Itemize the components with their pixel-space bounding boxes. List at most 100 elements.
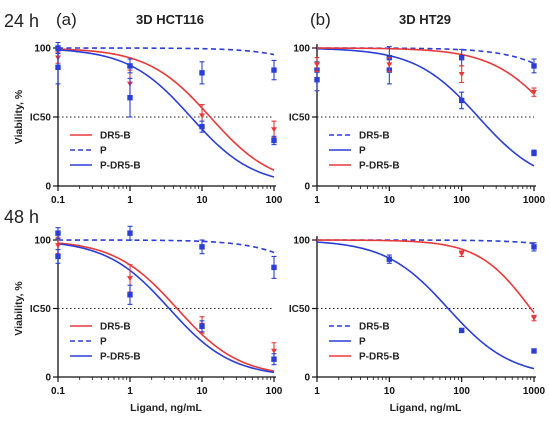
x-tick-label: 10 xyxy=(196,386,208,397)
panel-letter-b: (b) xyxy=(310,10,331,29)
data-point-p xyxy=(531,150,537,156)
x-tick-label: 10 xyxy=(196,195,208,206)
legend-label-p: P xyxy=(100,146,107,157)
x-tick-label: 100 xyxy=(266,386,283,397)
fit-curve-p-dr5-b xyxy=(316,47,535,95)
data-point-p-dr5-b xyxy=(271,356,277,362)
legend-label-p-dr5-b: P-DR5-B xyxy=(100,161,141,172)
data-point-p xyxy=(55,45,61,51)
data-point-p xyxy=(314,77,320,83)
fit-curve-p xyxy=(58,239,275,254)
data-point-p-dr5-b xyxy=(271,137,277,144)
panel-3: 0.1 1 10 100 0 IC50 100 Viability, % Ligand, ng/… xyxy=(13,225,283,414)
data-point-p xyxy=(199,244,205,250)
data-point-p xyxy=(458,327,465,334)
legend-label-dr5-b: DR5-B xyxy=(359,322,390,333)
y-tick-label: 100 xyxy=(293,44,310,55)
panel-1: 0.1 1 10 100 0 IC50 100 Viability, % DR5-B P P-DR5… xyxy=(13,41,283,206)
ic50-label: IC50 xyxy=(30,304,52,315)
panel-4: 1 10 100 1000 0 IC50 100 Ligand, ng/mL DR5-B P P-D… xyxy=(289,236,546,415)
data-point-p-dr5-b xyxy=(199,123,205,130)
x-tick-label: 10 xyxy=(384,195,396,206)
data-point-dr5-b xyxy=(531,244,537,250)
legend-label-dr5-b: DR5-B xyxy=(100,322,131,333)
y-tick-label: 0 xyxy=(304,182,310,193)
x-tick-label: 1 xyxy=(127,386,133,397)
fit-curve-p xyxy=(316,241,535,370)
data-point-p-dr5-b xyxy=(386,62,393,68)
data-point-p xyxy=(531,348,537,354)
y-axis-title: Viability, % xyxy=(13,89,25,144)
legend-label-p: P xyxy=(100,337,107,348)
legend-label-p-dr5-b: P-DR5-B xyxy=(359,352,400,363)
data-point-dr5-b xyxy=(531,63,537,69)
data-point-dr5-b xyxy=(271,127,277,133)
y-axis-title: Viability, % xyxy=(13,281,25,336)
data-point-dr5-b xyxy=(127,276,133,282)
data-point-p xyxy=(386,256,393,262)
data-point-p xyxy=(458,97,465,104)
x-axis-title: Ligand, ng/mL xyxy=(130,402,202,414)
legend-label-dr5-b: DR5-B xyxy=(359,131,390,142)
ic50-label: IC50 xyxy=(30,113,52,124)
x-axis-title: Ligand, ng/mL xyxy=(390,402,462,414)
y-tick-label: 0 xyxy=(45,182,51,193)
data-point-p-dr5-b xyxy=(458,251,465,257)
fit-curve-p-dr5-b xyxy=(57,49,275,178)
ic50-label: IC50 xyxy=(289,113,311,124)
column-title-hct116: 3D HCT116 xyxy=(136,12,204,27)
y-tick-label: 100 xyxy=(34,44,51,55)
ic50-label: IC50 xyxy=(289,304,311,315)
data-point-p xyxy=(271,67,277,73)
legend-label-p-dr5-b: P-DR5-B xyxy=(100,352,141,363)
column-title-ht29: 3D HT29 xyxy=(399,12,451,27)
y-tick-label: 100 xyxy=(293,236,310,247)
panel-letter-a: (a) xyxy=(56,10,77,29)
data-point-dr5-b xyxy=(199,113,205,119)
data-point-p xyxy=(55,230,61,236)
legend-label-dr5-b: DR5-B xyxy=(100,131,131,142)
data-point-p-dr5-b xyxy=(55,64,61,71)
data-point-p xyxy=(271,264,277,271)
fit-curve-p xyxy=(58,47,275,56)
data-point-p-dr5-b xyxy=(531,89,537,95)
row-label-24h: 24 h xyxy=(4,11,39,31)
data-point-dr5-b xyxy=(271,348,277,354)
data-point-p-dr5-b xyxy=(531,315,537,321)
row-label-48h: 48 h xyxy=(4,207,39,227)
data-point-p-dr5-b xyxy=(55,253,61,260)
x-tick-label: 0.1 xyxy=(51,386,65,397)
x-tick-label: 1 xyxy=(314,195,320,206)
y-tick-label: 0 xyxy=(45,373,51,384)
data-point-p-dr5-b xyxy=(127,94,133,101)
legend-label-p: P xyxy=(359,337,366,348)
legend-label-p-dr5-b: P-DR5-B xyxy=(359,161,400,172)
fit-curve-p xyxy=(316,48,535,167)
data-point-dr5-b xyxy=(458,54,465,61)
x-tick-label: 1 xyxy=(127,195,133,206)
x-tick-label: 10 xyxy=(384,386,396,397)
x-tick-label: 100 xyxy=(266,195,283,206)
data-point-p-dr5-b xyxy=(314,62,320,68)
data-point-p-dr5-b xyxy=(199,323,205,330)
data-point-p xyxy=(127,230,133,236)
x-tick-label: 1000 xyxy=(523,386,546,397)
data-point-dr5-b xyxy=(55,243,61,249)
legend-label-p: P xyxy=(359,146,366,157)
y-tick-label: 100 xyxy=(34,236,51,247)
x-tick-label: 100 xyxy=(453,386,470,397)
data-point-p-dr5-b xyxy=(127,292,133,298)
x-tick-label: 1000 xyxy=(523,195,546,206)
panel-2: 1 10 100 1000 0 IC50 100 DR5-B P P-DR5-B xyxy=(289,44,546,207)
y-tick-label: 0 xyxy=(304,373,310,384)
x-tick-label: 1 xyxy=(314,386,320,397)
fit-curve-dr5-b xyxy=(57,48,275,171)
x-tick-label: 100 xyxy=(453,195,470,206)
data-point-p xyxy=(127,63,133,69)
x-tick-label: 0.1 xyxy=(51,195,65,206)
data-point-p xyxy=(199,70,205,76)
fit-curve-p-dr5-b xyxy=(57,243,275,374)
data-point-p-dr5-b xyxy=(458,72,465,78)
